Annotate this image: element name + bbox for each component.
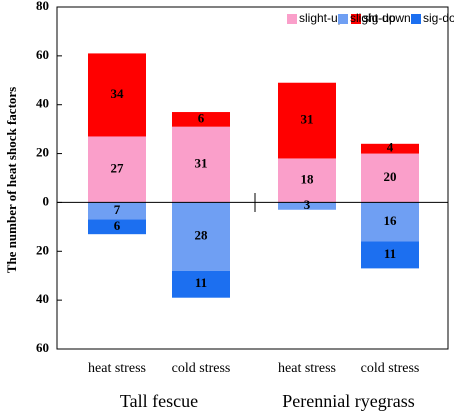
data-label: 28 [195,228,209,243]
y-tick-label: 20 [36,242,49,257]
legend-swatch [338,14,348,24]
data-label: 31 [301,112,314,127]
bar-segment [361,143,419,154]
bar-segment [172,126,230,203]
bar-segment [172,202,230,271]
bar-segment [278,82,336,159]
legend-label: sig-up [363,11,396,25]
x-tick-label: cold stress [172,361,231,376]
data-label: 6 [198,110,205,125]
data-label: 27 [111,160,125,175]
bar-segment [88,202,146,220]
y-tick-label: 60 [36,47,49,62]
y-tick-label: 40 [36,96,49,111]
x-tick-label: heat stress [88,361,146,376]
plot-frame [56,6,449,350]
legend-swatch [351,14,361,24]
bar-segment [361,241,419,269]
data-label: 11 [384,246,396,261]
y-tick-label: 40 [36,291,49,306]
data-label: 16 [384,213,398,228]
y-tick-label: 60 [36,340,49,355]
bar-segment [88,219,146,235]
data-label: 3 [304,197,311,212]
y-axis-title: The number of heat shock factors [4,87,19,273]
legend-label: slight-up [299,11,345,25]
group-label: Tall fescue [120,391,198,411]
bar-segment [361,202,419,242]
legend-label: sig-down [423,11,454,25]
bar-segment [278,202,336,210]
bar-segment [88,53,146,137]
data-label: 31 [195,156,208,171]
data-label: 20 [384,169,397,184]
bar-segment [88,136,146,203]
data-label: 7 [114,202,121,217]
bar-segment [172,270,230,298]
x-tick-label: heat stress [278,361,336,376]
y-tick-label: 80 [36,0,49,13]
bar-segment [172,112,230,127]
data-label: 18 [301,171,315,186]
group-label: Perennial ryegrass [282,391,414,411]
legend-label: slight-down [350,11,411,25]
data-label: 4 [387,140,394,155]
bar-segment [361,153,419,203]
data-label: 34 [111,86,125,101]
y-tick-label: 0 [43,193,50,208]
bar-segment [278,158,336,203]
legend-swatch [287,14,297,24]
y-tick-label: 20 [36,145,49,160]
data-label: 11 [195,275,207,290]
data-label: 6 [114,218,121,233]
x-tick-label: cold stress [361,361,420,376]
legend-swatch [411,14,421,24]
